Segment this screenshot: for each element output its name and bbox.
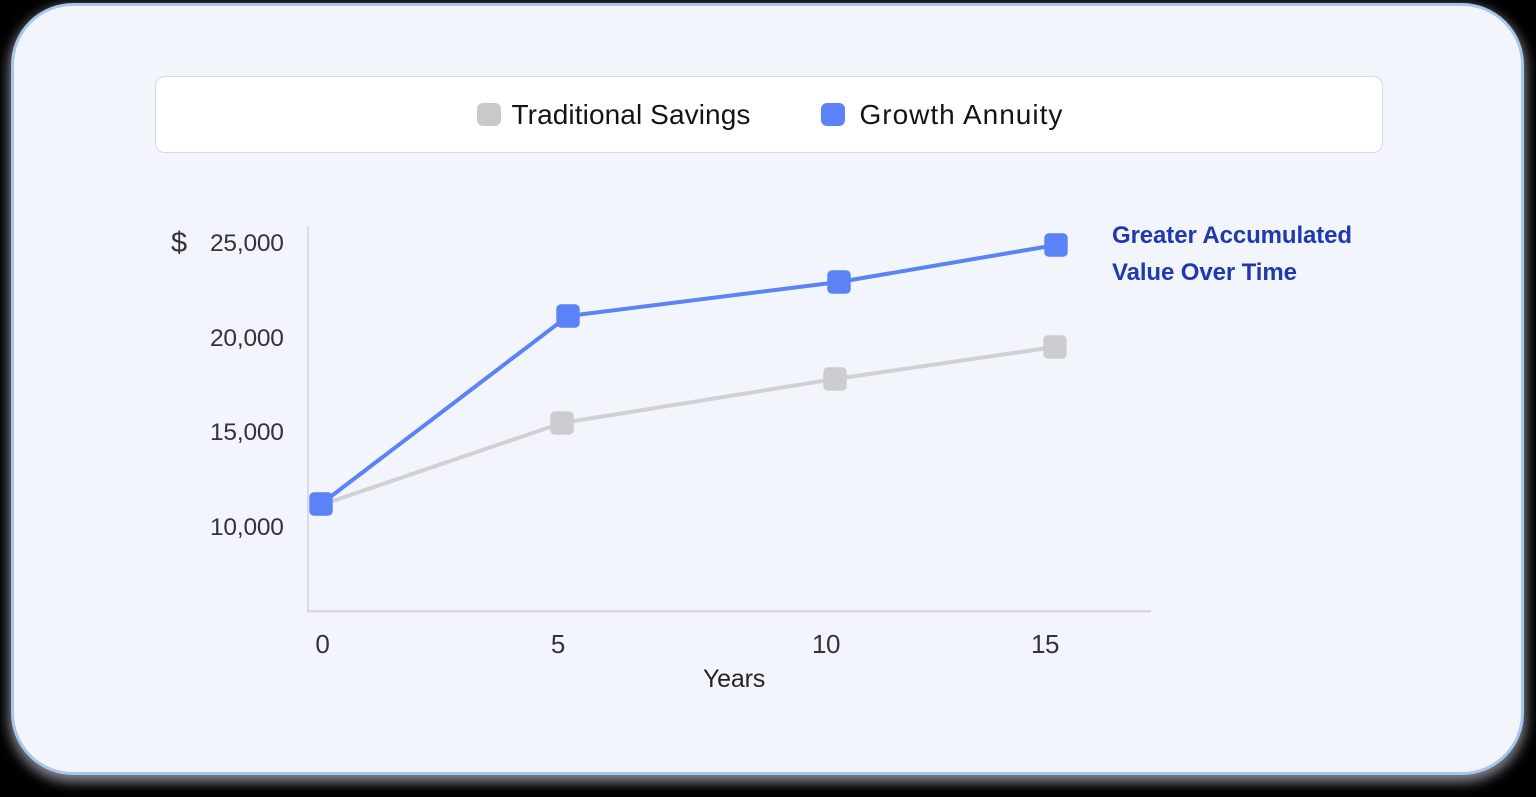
svg-text:10: 10 bbox=[812, 629, 840, 659]
svg-text:$: $ bbox=[171, 227, 187, 259]
svg-text:20,000: 20,000 bbox=[210, 325, 284, 352]
svg-text:Years: Years bbox=[703, 665, 765, 693]
svg-text:5: 5 bbox=[551, 629, 565, 659]
svg-text:0: 0 bbox=[315, 629, 329, 659]
svg-text:15,000: 15,000 bbox=[210, 419, 284, 446]
svg-text:25,000: 25,000 bbox=[210, 230, 284, 257]
svg-text:10,000: 10,000 bbox=[210, 514, 284, 541]
svg-text:15: 15 bbox=[1031, 629, 1059, 659]
